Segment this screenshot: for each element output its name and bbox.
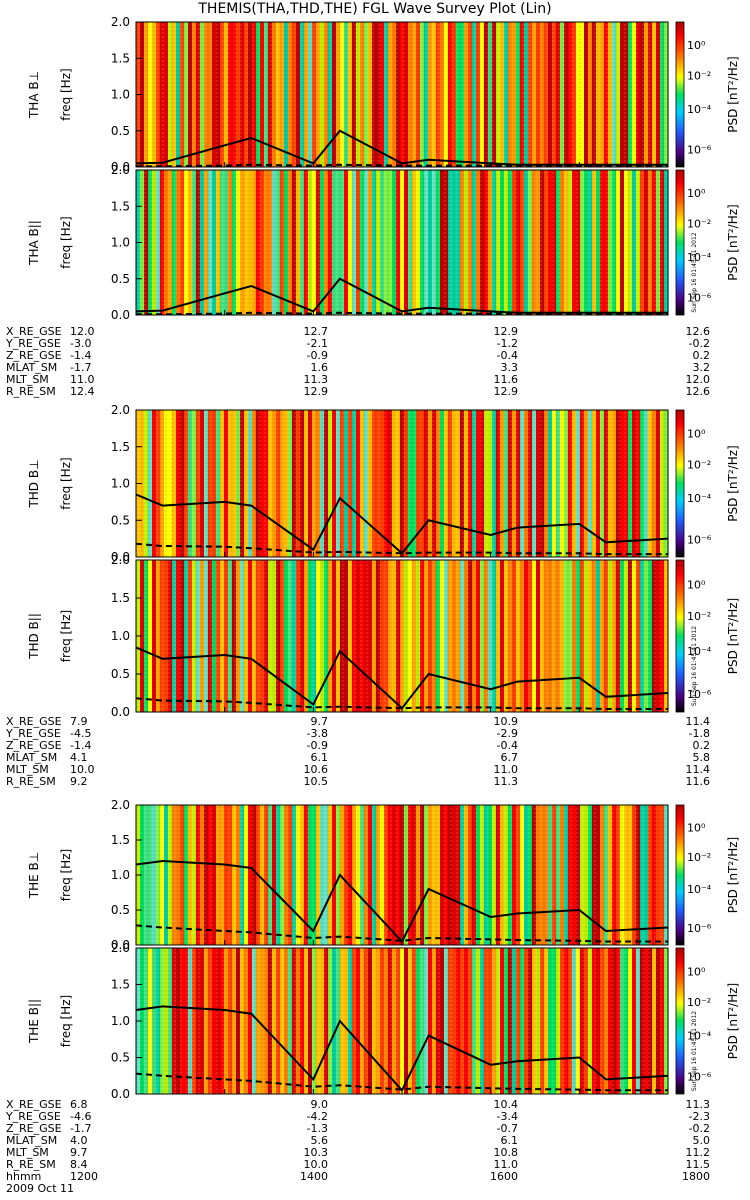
y-tick-label: 1.5 bbox=[111, 51, 130, 65]
y-tick-label: 1.0 bbox=[111, 88, 130, 102]
spectrogram-texture bbox=[136, 948, 668, 1094]
y-tick-label: 2.0 bbox=[111, 15, 130, 29]
colorbar-tick-label: 10⁻⁴ bbox=[687, 645, 712, 658]
panel-label: THA B|| bbox=[27, 220, 41, 266]
colorbar-tick-label: 10⁻⁴ bbox=[687, 1030, 712, 1043]
y-axis-label: freq [Hz] bbox=[59, 216, 73, 268]
colorbar-label: PSD [nT²/Hz] bbox=[726, 983, 740, 1059]
panel-label: THE B⊥ bbox=[27, 852, 41, 899]
colorbar bbox=[675, 169, 685, 316]
colorbar-tick-label: 10⁻⁶ bbox=[687, 533, 712, 546]
y-tick-label: 0.5 bbox=[111, 1051, 130, 1065]
chart-title: THEMIS(THA,THD,THE) FGL Wave Survey Plot… bbox=[198, 1, 552, 17]
spectrogram-tha-perp bbox=[136, 22, 669, 167]
spectrogram-texture bbox=[136, 170, 668, 315]
y-tick-label: 2.0 bbox=[111, 553, 130, 567]
colorbar-tick-label: 10⁰ bbox=[687, 578, 706, 591]
spectrogram-the-perp bbox=[136, 805, 669, 945]
colorbar-tick-label: 10⁻⁴ bbox=[687, 103, 712, 116]
timestamp-stamp: Sun Sep 16 01:45:41 2012 bbox=[691, 1011, 698, 1091]
colorbar-tick-label: 10⁰ bbox=[687, 187, 706, 200]
colorbar-tick-label: 10⁻² bbox=[687, 218, 711, 231]
spectrogram-texture bbox=[136, 410, 668, 557]
timestamp-stamp: Sun Sep 16 01:45:41 2012 bbox=[691, 626, 698, 706]
y-axis-label: freq [Hz] bbox=[59, 610, 73, 662]
panel-label: THD B⊥ bbox=[27, 459, 41, 508]
colorbar-tick-label: 10⁻⁶ bbox=[687, 688, 712, 701]
colorbar-tick-label: 10⁻² bbox=[687, 851, 711, 864]
y-tick-label: 1.5 bbox=[111, 591, 130, 605]
colorbar-tick-label: 10⁻⁴ bbox=[687, 492, 712, 505]
colorbar-label: PSD [nT²/Hz] bbox=[726, 445, 740, 521]
y-tick-label: 0.5 bbox=[111, 272, 130, 286]
colorbar-tick-label: 10⁻⁶ bbox=[687, 144, 712, 157]
y-tick-label: 2.0 bbox=[111, 941, 130, 955]
colorbar-tick-label: 10⁰ bbox=[687, 39, 706, 52]
y-tick-label: 0.0 bbox=[111, 550, 130, 564]
colorbar bbox=[675, 947, 685, 1095]
y-tick-label: 2.0 bbox=[111, 163, 130, 177]
colorbar-tick-label: 10⁰ bbox=[687, 965, 706, 978]
spectrogram-tha-par bbox=[136, 170, 669, 315]
y-tick-label: 0.5 bbox=[111, 903, 130, 917]
colorbar-tick-label: 10⁻⁶ bbox=[687, 922, 712, 935]
colorbar-tick-label: 10⁻⁶ bbox=[687, 1070, 712, 1083]
y-axis-label: freq [Hz] bbox=[59, 849, 73, 901]
colorbar-tick-label: 10⁻² bbox=[687, 996, 711, 1009]
y-tick-label: 2.0 bbox=[111, 403, 130, 417]
colorbar bbox=[675, 409, 685, 558]
colorbar-label: PSD [nT²/Hz] bbox=[726, 837, 740, 913]
timestamp-stamp: Sun Sep 16 01:45:41 2012 bbox=[691, 232, 698, 312]
y-tick-label: 0.0 bbox=[111, 705, 130, 719]
spectrogram-texture bbox=[136, 22, 668, 167]
y-tick-label: 1.0 bbox=[111, 477, 130, 491]
y-tick-label: 0.5 bbox=[111, 124, 130, 138]
y-axis-label: freq [Hz] bbox=[59, 68, 73, 120]
y-tick-label: 0.5 bbox=[111, 667, 130, 681]
y-tick-label: 1.0 bbox=[111, 868, 130, 882]
y-tick-label: 0.0 bbox=[111, 1087, 130, 1101]
y-tick-label: 1.0 bbox=[111, 1014, 130, 1028]
spectrogram-the-par bbox=[136, 948, 669, 1094]
colorbar-tick-label: 10⁰ bbox=[687, 821, 706, 834]
colorbar bbox=[675, 804, 685, 946]
y-tick-label: 1.0 bbox=[111, 629, 130, 643]
spectrogram-texture bbox=[136, 560, 668, 712]
y-tick-label: 1.5 bbox=[111, 833, 130, 847]
y-tick-label: 0.0 bbox=[111, 938, 130, 952]
colorbar-tick-label: 10⁻² bbox=[687, 458, 711, 471]
y-tick-label: 1.5 bbox=[111, 978, 130, 992]
spectrogram-texture bbox=[136, 805, 668, 945]
y-tick-label: 0.0 bbox=[111, 308, 130, 322]
colorbar-label: PSD [nT²/Hz] bbox=[726, 56, 740, 132]
y-tick-label: 0.0 bbox=[111, 160, 130, 174]
colorbar-tick-label: 10⁰ bbox=[687, 428, 706, 441]
y-tick-label: 1.5 bbox=[111, 199, 130, 213]
y-tick-label: 2.0 bbox=[111, 798, 130, 812]
y-tick-label: 1.0 bbox=[111, 236, 130, 250]
colorbar-tick-label: 10⁻⁴ bbox=[687, 251, 712, 264]
spectrogram-thd-par bbox=[136, 560, 669, 712]
y-tick-label: 0.5 bbox=[111, 513, 130, 527]
colorbar bbox=[675, 21, 685, 168]
colorbar-tick-label: 10⁻⁶ bbox=[687, 292, 712, 305]
y-axis-label: freq [Hz] bbox=[59, 457, 73, 509]
panel-label: THD B|| bbox=[27, 613, 41, 660]
colorbar-label: PSD [nT²/Hz] bbox=[726, 204, 740, 280]
panel-label: THA B⊥ bbox=[27, 71, 41, 119]
colorbar-tick-label: 10⁻⁴ bbox=[687, 883, 712, 896]
colorbar-tick-label: 10⁻² bbox=[687, 610, 711, 623]
colorbar-tick-label: 10⁻² bbox=[687, 70, 711, 83]
spectrogram-thd-perp bbox=[136, 410, 669, 557]
y-tick-label: 1.5 bbox=[111, 440, 130, 454]
colorbar bbox=[675, 559, 685, 713]
y-axis-label: freq [Hz] bbox=[59, 995, 73, 1047]
colorbar-label: PSD [nT²/Hz] bbox=[726, 598, 740, 674]
panel-label: THE B|| bbox=[27, 999, 41, 1044]
